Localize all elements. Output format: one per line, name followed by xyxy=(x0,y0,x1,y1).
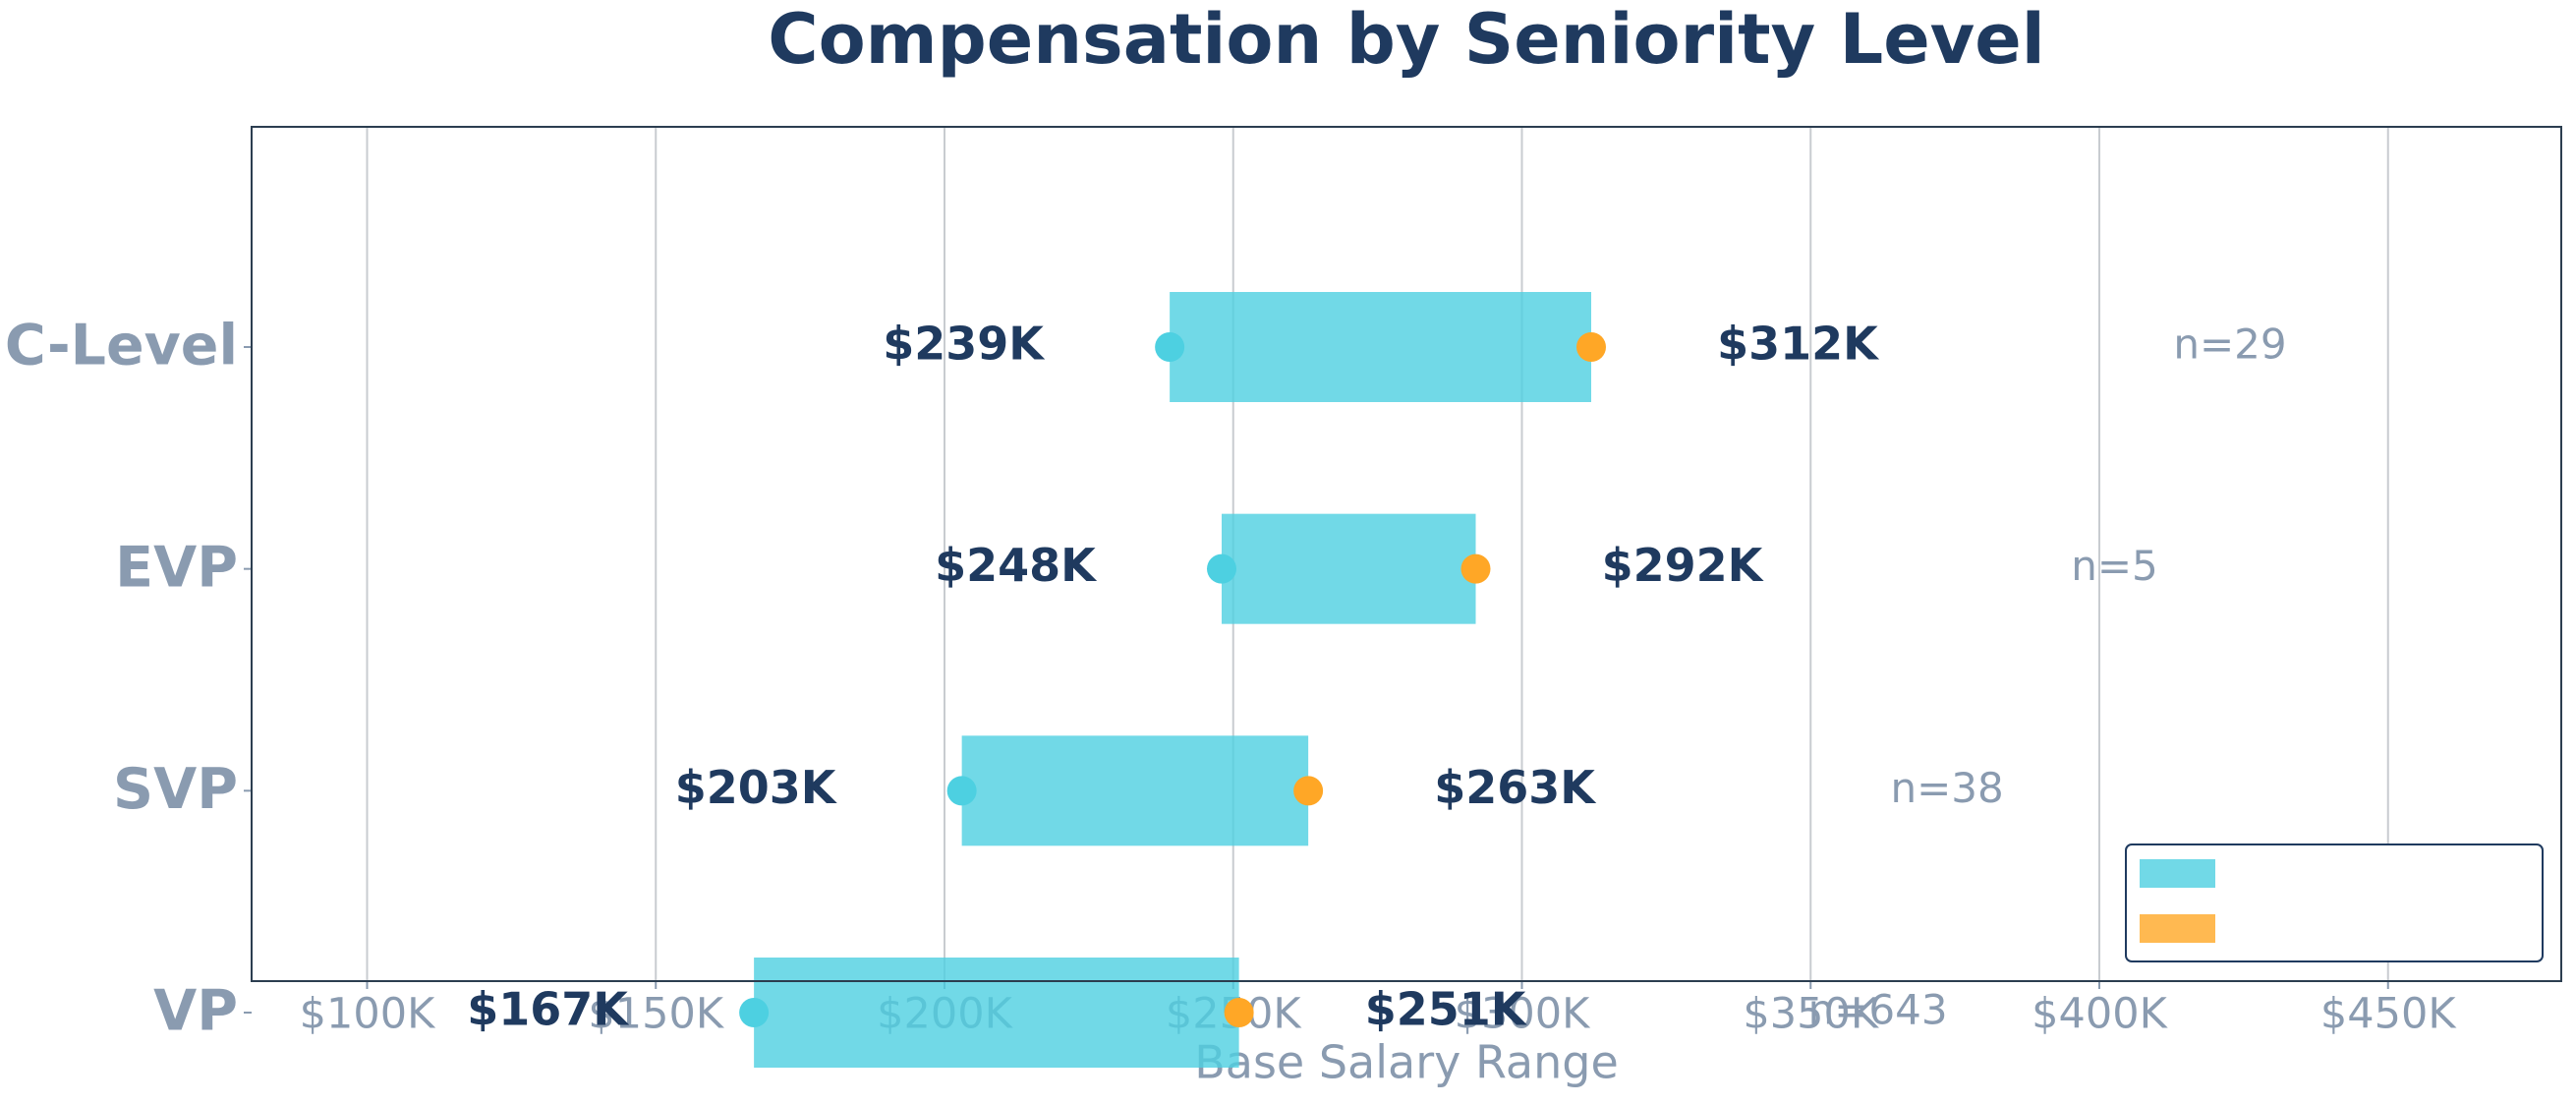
plot-frame xyxy=(251,126,2562,982)
y-tick-label: SVP xyxy=(113,757,238,822)
min-label: $248K xyxy=(935,539,1098,592)
max-label: $263K xyxy=(1434,761,1597,814)
min-dot xyxy=(946,776,977,806)
max-label: $312K xyxy=(1717,318,1880,371)
legend-swatch xyxy=(2140,914,2215,943)
x-tick-label: $450K xyxy=(2320,990,2457,1039)
max-label: $251K xyxy=(1365,983,1528,1036)
range-bar xyxy=(1170,292,1591,402)
x-tick-label: $150K xyxy=(588,990,724,1039)
range-bar xyxy=(754,958,1239,1068)
range-bar xyxy=(961,735,1309,846)
max-dot xyxy=(1224,998,1254,1027)
max-dot xyxy=(1293,776,1324,806)
sample-size-label: n=38 xyxy=(1890,764,2003,812)
min-label: $203K xyxy=(675,761,838,814)
legend-box xyxy=(2125,843,2544,962)
min-dot xyxy=(739,998,770,1027)
x-tick-label: $100K xyxy=(300,990,436,1039)
sample-size-label: n=29 xyxy=(2173,320,2286,369)
y-tick-label: C-Level xyxy=(5,314,238,378)
y-tick-label: EVP xyxy=(115,535,238,600)
x-axis-label: Base Salary Range xyxy=(1194,1036,1619,1089)
x-tick-label: $350K xyxy=(1743,990,1879,1039)
max-dot xyxy=(1460,553,1491,584)
min-label: $167K xyxy=(467,983,630,1036)
x-tick-label: $300K xyxy=(1455,990,1591,1039)
min-label: $239K xyxy=(883,318,1046,371)
max-dot xyxy=(1576,332,1606,362)
min-dot xyxy=(1155,332,1185,362)
sample-size-label: n=5 xyxy=(2071,542,2158,590)
y-tick-label: VP xyxy=(153,979,238,1044)
legend xyxy=(2125,843,2544,962)
range-bar xyxy=(1222,513,1476,624)
min-dot xyxy=(1207,553,1236,584)
sample-size-label: n=643 xyxy=(1808,986,1948,1034)
x-tick-label: $400K xyxy=(2032,990,2168,1039)
chart-title: Compensation by Seniority Level xyxy=(768,0,2045,80)
max-label: $292K xyxy=(1602,539,1765,592)
legend-swatch xyxy=(2140,859,2215,888)
